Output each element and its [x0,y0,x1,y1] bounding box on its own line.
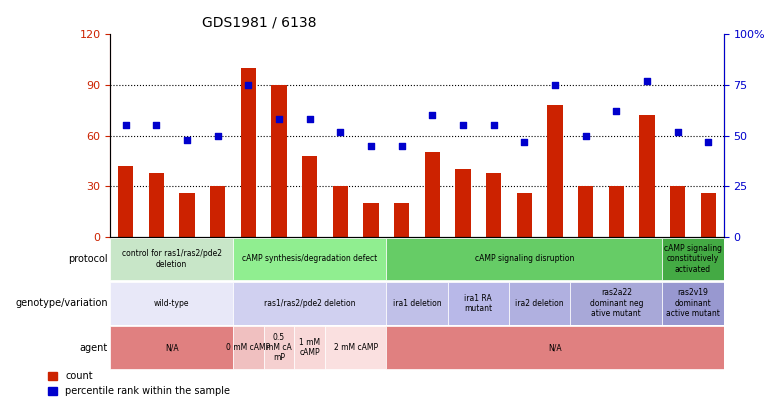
Text: ras2v19
dominant
active mutant: ras2v19 dominant active mutant [666,288,720,318]
Text: protocol: protocol [68,254,108,264]
Bar [608,186,624,237]
Text: cAMP signaling
constitutively
activated: cAMP signaling constitutively activated [664,244,722,274]
Bar [363,203,379,237]
Text: ira2 deletion: ira2 deletion [516,299,564,308]
Text: ras2a22
dominant neg
ative mutant: ras2a22 dominant neg ative mutant [590,288,643,318]
Point [119,122,132,129]
Bar [333,186,348,237]
Text: agent: agent [80,343,108,353]
Bar [210,186,225,237]
Point [640,78,653,84]
FancyBboxPatch shape [509,282,570,324]
Bar [670,186,686,237]
Point [365,143,378,149]
Point [672,128,684,135]
Point [211,132,224,139]
Text: N/A: N/A [165,343,179,352]
FancyBboxPatch shape [294,326,325,369]
FancyBboxPatch shape [662,238,724,280]
Text: 0 mM cAMP: 0 mM cAMP [226,343,271,352]
Text: ira1 RA
mutant: ira1 RA mutant [464,294,492,313]
Text: control for ras1/ras2/pde2
deletion: control for ras1/ras2/pde2 deletion [122,249,222,269]
Point [303,116,316,123]
FancyBboxPatch shape [111,238,233,280]
FancyBboxPatch shape [233,326,264,369]
FancyBboxPatch shape [264,326,294,369]
Text: ras1/ras2/pde2 deletion: ras1/ras2/pde2 deletion [264,299,356,308]
FancyBboxPatch shape [448,282,509,324]
FancyBboxPatch shape [233,238,386,280]
FancyBboxPatch shape [662,282,724,324]
Bar [394,203,410,237]
Text: cAMP signaling disruption: cAMP signaling disruption [475,254,574,264]
Bar [548,105,562,237]
FancyBboxPatch shape [111,282,233,324]
Bar [640,115,654,237]
Bar [700,193,716,237]
Bar [578,186,594,237]
Point [395,143,408,149]
Point [151,122,163,129]
Bar [179,193,195,237]
Legend: count, percentile rank within the sample: count, percentile rank within the sample [44,367,234,400]
FancyBboxPatch shape [570,282,662,324]
Point [273,116,285,123]
Point [610,108,622,115]
Point [518,139,530,145]
Point [580,132,592,139]
Text: genotype/variation: genotype/variation [15,298,108,308]
Point [702,139,714,145]
Bar [456,169,470,237]
Bar [516,193,532,237]
Bar [424,152,440,237]
Bar [302,156,317,237]
Point [549,82,562,88]
Text: 2 mM cAMP: 2 mM cAMP [334,343,378,352]
FancyBboxPatch shape [111,326,233,369]
Point [457,122,470,129]
Text: GDS1981 / 6138: GDS1981 / 6138 [202,15,317,29]
Bar [118,166,133,237]
FancyBboxPatch shape [386,282,448,324]
Bar [271,85,287,237]
Bar [149,173,164,237]
Text: 1 mM
cAMP: 1 mM cAMP [300,338,321,357]
FancyBboxPatch shape [325,326,386,369]
Text: cAMP synthesis/degradation defect: cAMP synthesis/degradation defect [242,254,378,264]
Text: N/A: N/A [548,343,562,352]
FancyBboxPatch shape [386,326,724,369]
Point [181,136,193,143]
Text: 0.5
mM cA
mP: 0.5 mM cA mP [266,333,292,362]
FancyBboxPatch shape [386,238,662,280]
Text: wild-type: wild-type [154,299,190,308]
Text: ira1 deletion: ira1 deletion [392,299,441,308]
Point [488,122,500,129]
FancyBboxPatch shape [233,282,386,324]
Point [334,128,346,135]
Point [426,112,438,119]
Bar [241,68,256,237]
Bar [486,173,502,237]
Point [242,82,254,88]
